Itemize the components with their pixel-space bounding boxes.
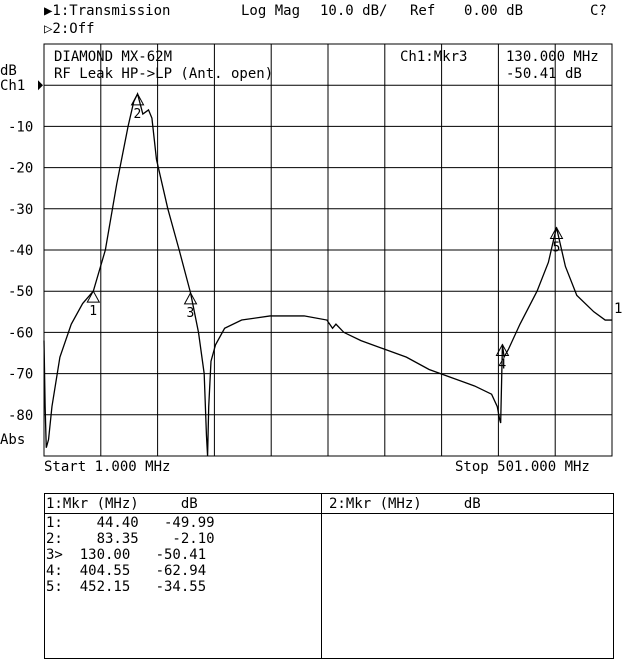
mode-label: Abs (0, 432, 26, 448)
marker-label-4: 4 (498, 358, 506, 373)
marker-triangle-3 (183, 291, 198, 305)
title-line1: DIAMOND MX-62M (54, 49, 173, 65)
marker-label-1: 1 (89, 304, 97, 319)
marker-label-2: 2 (134, 107, 142, 122)
y-tick-label: -20 (8, 161, 33, 177)
y-tick-label: -80 (8, 408, 33, 424)
marker-triangle-2 (130, 92, 145, 106)
y-tick-label: -30 (8, 202, 33, 218)
reference-arrow (38, 80, 43, 91)
ref-label: Ref (410, 3, 436, 19)
channel1-label: ▶1:Transmission (44, 3, 171, 19)
marker-triangle-5 (549, 226, 564, 240)
marker-label-5: 5 (553, 241, 561, 256)
y-tick-label: -40 (8, 243, 33, 259)
table-row: 1: 44.40 -49.99 (46, 515, 215, 531)
marker-table: 1:Mkr (MHz) dB 2:Mkr (MHz) dB 1: 44.40 -… (44, 493, 614, 659)
ref-marker-label: 1 (614, 301, 623, 317)
marker-label-3: 3 (187, 306, 195, 321)
y-tick-label: -10 (8, 119, 33, 135)
y-tick-label: -50 (8, 284, 33, 300)
active-marker-freq: 130.000 MHz (506, 49, 599, 65)
marker-triangle-4 (495, 343, 510, 357)
ch1-table-header: 1:Mkr (MHz) dB (46, 496, 198, 512)
scale-label: 10.0 dB/ (320, 3, 388, 19)
marker-triangle-1 (86, 290, 101, 303)
y-tick-label: -60 (8, 325, 33, 341)
trace-line (43, 91, 612, 457)
ref-value: 0.00 dB (464, 3, 524, 19)
table-row: 2: 83.35 -2.10 (46, 531, 215, 547)
channel-ref-label: Ch1 (0, 78, 26, 94)
status-label: C? (590, 3, 607, 19)
y-tick-label: -70 (8, 367, 33, 383)
active-marker-label: Ch1:Mkr3 (400, 49, 468, 65)
start-freq: Start 1.000 MHz (44, 459, 171, 475)
ch2-table-header: 2:Mkr (MHz) dB (329, 496, 481, 512)
table-row: 4: 404.55 -62.94 (46, 563, 207, 579)
stop-freq: Stop 501.000 MHz (455, 459, 590, 475)
unit-label: dB (0, 63, 17, 79)
format-label: Log Mag (241, 3, 301, 19)
title-line2: RF Leak HP->LP (Ant. open) (54, 66, 274, 82)
table-row: 3> 130.00 -50.41 (46, 547, 207, 563)
table-row: 5: 452.15 -34.55 (46, 579, 207, 595)
active-marker-value: -50.41 dB (506, 66, 582, 82)
channel2-label: ▷2:Off (44, 21, 95, 37)
